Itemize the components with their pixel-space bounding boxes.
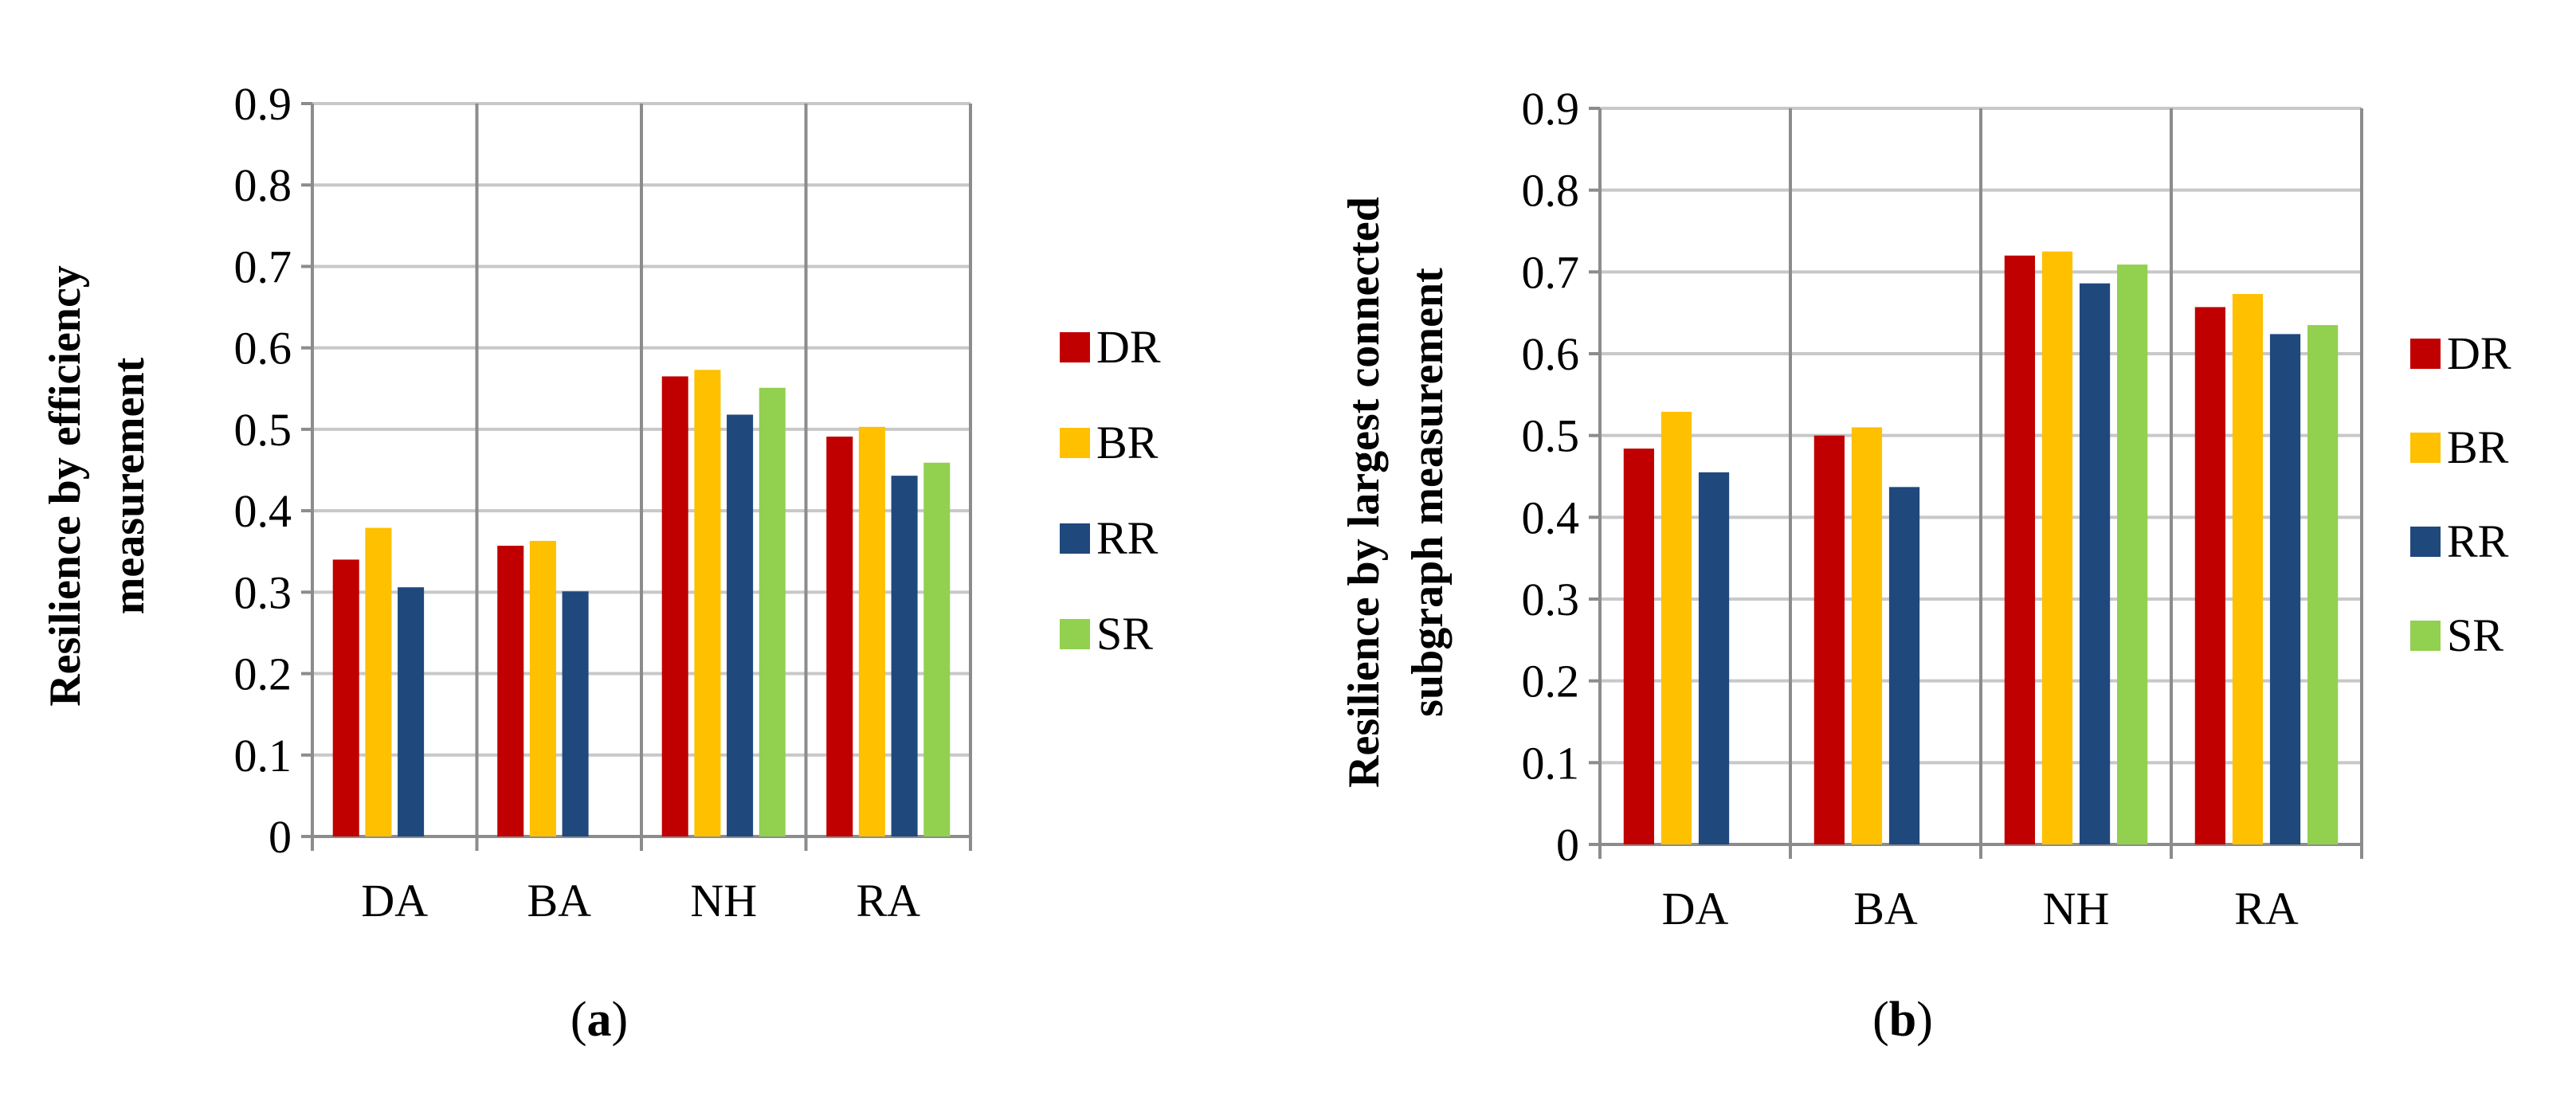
legend-label-br: BR — [2447, 421, 2509, 473]
bar-dr-ba — [1813, 435, 1845, 844]
y-tick-label: 0.2 — [234, 648, 292, 700]
y-tick-label: 0.1 — [234, 730, 292, 782]
bar-rr-ra — [891, 476, 918, 836]
y-tick-label: 0.7 — [1522, 246, 1580, 298]
y-tick-label: 0.8 — [1522, 165, 1580, 217]
legend-swatch-sr — [1060, 619, 1090, 649]
y-tick-label: 0.9 — [1522, 83, 1580, 135]
y-axis-title-line1: Resilience by efficiency — [41, 265, 90, 707]
bar-rr-nh — [2079, 283, 2111, 844]
chart-panel-a: 0 0.1 0.2 0.3 0.4 0.5 0.6 0.7 0.8 0.9 DA BA NH RA Resi… — [41, 78, 1161, 1047]
legend-label-sr: SR — [2447, 609, 2503, 661]
bar-sr-ra — [923, 462, 951, 836]
bar-br-nh — [2041, 251, 2073, 845]
y-tick-label: 0 — [1556, 819, 1579, 871]
y-tick-label: 0.6 — [1522, 328, 1580, 380]
x-tick-label: DA — [1662, 883, 1729, 934]
legend-swatch-br — [1060, 428, 1090, 458]
y-tick-label: 0.8 — [234, 159, 292, 211]
chart-panel-b: 0 0.1 0.2 0.3 0.4 0.5 0.6 0.7 0.8 0.9 DA BA NH RA Resi… — [1339, 83, 2511, 1047]
bar-sr-nh — [2117, 264, 2148, 844]
legend-label-dr: DR — [1096, 321, 1161, 373]
bar-dr-ra — [826, 437, 853, 836]
legend-label-sr: SR — [1096, 608, 1153, 660]
y-tick-label: 0.4 — [234, 485, 292, 537]
y-tick-label: 0.3 — [234, 566, 292, 618]
bar-dr-nh — [661, 376, 688, 836]
bar-br-ra — [858, 426, 885, 836]
bar-rr-ra — [2269, 334, 2301, 844]
bar-rr-da — [398, 587, 425, 836]
x-tick-label: DA — [361, 875, 428, 927]
caption-close-paren: ) — [612, 993, 629, 1047]
bar-rr-ba — [562, 591, 589, 836]
x-tick-label: RA — [2234, 883, 2299, 934]
y-axis-title-line2: subgraph measurement — [1403, 268, 1453, 717]
bar-rr-da — [1698, 472, 1730, 844]
legend-label-br: BR — [1096, 417, 1159, 468]
bar-dr-ra — [2194, 307, 2225, 845]
legend-swatch-br — [2410, 433, 2441, 463]
y-tick-label: 0.5 — [234, 404, 292, 456]
caption-letter: b — [1889, 993, 1916, 1047]
caption-close-paren: ) — [1916, 993, 1933, 1047]
legend-label-dr: DR — [2447, 327, 2511, 379]
bar-dr-da — [332, 559, 359, 836]
caption-open-paren: ( — [570, 993, 587, 1047]
caption-letter: a — [587, 993, 612, 1047]
y-tick-label: 0.1 — [1522, 737, 1580, 789]
y-axis-title-line2: measurement — [104, 357, 154, 614]
x-tick-label: RA — [856, 875, 920, 927]
legend-swatch-sr — [2410, 621, 2441, 651]
y-tick-label: 0.2 — [1522, 656, 1580, 707]
bar-sr-nh — [759, 387, 786, 836]
bar-br-da — [365, 527, 392, 836]
legend-swatch-dr — [2410, 339, 2441, 369]
y-tick-label: 0.6 — [234, 323, 292, 374]
caption-open-paren: ( — [1872, 993, 1889, 1047]
bar-br-ba — [1851, 427, 1883, 844]
y-tick-label: 0.4 — [1522, 492, 1580, 543]
y-tick-label: 0 — [269, 811, 292, 863]
bar-br-nh — [694, 370, 721, 836]
legend-swatch-dr — [1060, 332, 1090, 362]
bar-br-ba — [529, 540, 556, 836]
bar-rr-ba — [1888, 487, 1920, 844]
y-tick-label: 0.9 — [234, 78, 292, 130]
legend-swatch-rr — [1060, 523, 1090, 554]
x-tick-label: BA — [1853, 883, 1918, 934]
y-tick-label: 0.3 — [1522, 574, 1580, 625]
bar-rr-nh — [727, 414, 754, 836]
panel-caption: (b) — [1872, 993, 1933, 1047]
bar-dr-da — [1623, 449, 1654, 844]
bar-sr-ra — [2307, 325, 2339, 845]
legend-swatch-rr — [2410, 527, 2441, 557]
panel-caption: (a) — [570, 993, 628, 1047]
legend-label-rr: RR — [2447, 515, 2509, 567]
x-tick-label: NH — [690, 875, 757, 927]
bar-dr-nh — [2004, 255, 2035, 844]
bar-br-da — [1660, 411, 1692, 844]
y-tick-label: 0.7 — [234, 241, 292, 292]
x-tick-label: NH — [2043, 883, 2110, 934]
y-tick-label: 0.5 — [1522, 410, 1580, 462]
legend-label-rr: RR — [1096, 512, 1159, 564]
bar-dr-ba — [497, 546, 524, 836]
x-tick-label: BA — [527, 875, 591, 927]
bar-br-ra — [2232, 294, 2264, 844]
y-axis-title-line1: Resilience by largest connected — [1339, 197, 1389, 788]
